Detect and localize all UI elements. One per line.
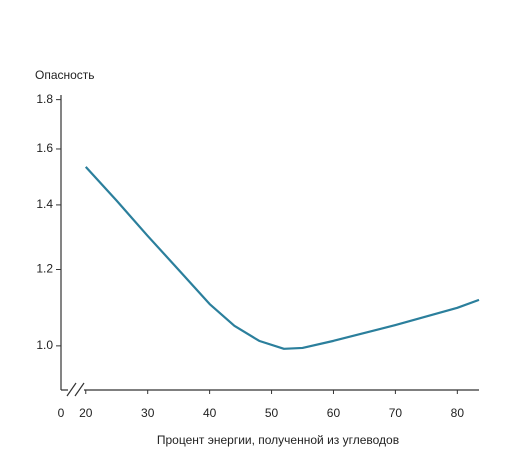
x-tick-label: 30 bbox=[141, 406, 155, 420]
x-axis-title: Процент энергии, полученной из углеводов bbox=[157, 433, 399, 447]
y-tick-label: 1.6 bbox=[36, 141, 53, 155]
x-tick-label: 60 bbox=[327, 406, 341, 420]
axis-break bbox=[66, 382, 85, 397]
data-line bbox=[84, 166, 480, 350]
y-tick-label: 1.0 bbox=[36, 338, 53, 352]
axis-break-label: 0 bbox=[58, 406, 65, 420]
y-tick-label: 1.2 bbox=[36, 262, 53, 276]
y-tick-label: 1.4 bbox=[36, 197, 53, 211]
y-tick-label: 1.8 bbox=[36, 92, 53, 106]
x-tick-label: 20 bbox=[79, 406, 93, 420]
y-axis-title: Опасность bbox=[35, 68, 95, 82]
x-tick-label: 70 bbox=[389, 406, 403, 420]
x-tick-label: 40 bbox=[203, 406, 217, 420]
x-tick-label: 50 bbox=[265, 406, 279, 420]
x-tick-label: 80 bbox=[451, 406, 465, 420]
